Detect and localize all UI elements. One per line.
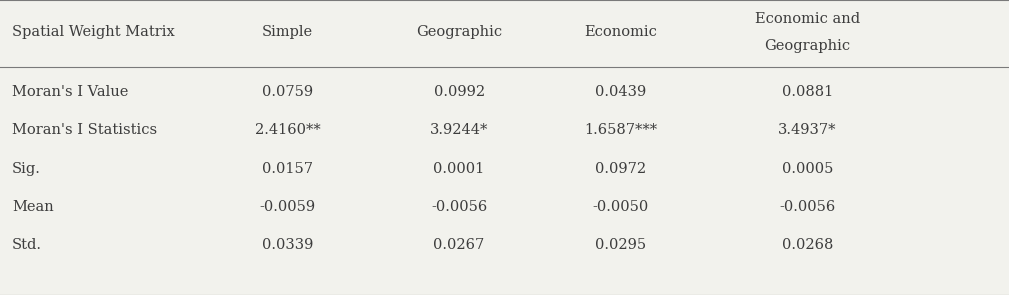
Text: Economic: Economic bbox=[584, 25, 657, 40]
Text: Geographic: Geographic bbox=[416, 25, 502, 40]
Text: -0.0056: -0.0056 bbox=[779, 200, 835, 214]
Text: Moran's I Value: Moran's I Value bbox=[12, 85, 128, 99]
Text: 0.0001: 0.0001 bbox=[434, 162, 484, 176]
Text: 2.4160**: 2.4160** bbox=[254, 123, 321, 137]
Text: Moran's I Statistics: Moran's I Statistics bbox=[12, 123, 157, 137]
Text: 0.0992: 0.0992 bbox=[434, 85, 484, 99]
Text: 0.0759: 0.0759 bbox=[262, 85, 313, 99]
Text: -0.0056: -0.0056 bbox=[431, 200, 487, 214]
Text: Mean: Mean bbox=[12, 200, 53, 214]
Text: 0.0439: 0.0439 bbox=[595, 85, 646, 99]
Text: Spatial Weight Matrix: Spatial Weight Matrix bbox=[12, 25, 175, 40]
Text: 1.6587***: 1.6587*** bbox=[584, 123, 657, 137]
Text: 0.0268: 0.0268 bbox=[782, 238, 832, 253]
Text: Economic and: Economic and bbox=[755, 12, 860, 26]
Text: -0.0050: -0.0050 bbox=[592, 200, 649, 214]
Text: 0.0339: 0.0339 bbox=[262, 238, 313, 253]
Text: 0.0157: 0.0157 bbox=[262, 162, 313, 176]
Text: Simple: Simple bbox=[262, 25, 313, 40]
Text: Sig.: Sig. bbox=[12, 162, 41, 176]
Text: 3.4937*: 3.4937* bbox=[778, 123, 836, 137]
Text: Std.: Std. bbox=[12, 238, 42, 253]
Text: 3.9244*: 3.9244* bbox=[430, 123, 488, 137]
Text: 0.0881: 0.0881 bbox=[782, 85, 832, 99]
Text: -0.0059: -0.0059 bbox=[259, 200, 316, 214]
Text: 0.0295: 0.0295 bbox=[595, 238, 646, 253]
Text: 0.0972: 0.0972 bbox=[595, 162, 646, 176]
Text: 0.0005: 0.0005 bbox=[782, 162, 832, 176]
Text: Geographic: Geographic bbox=[764, 39, 851, 53]
Text: 0.0267: 0.0267 bbox=[434, 238, 484, 253]
